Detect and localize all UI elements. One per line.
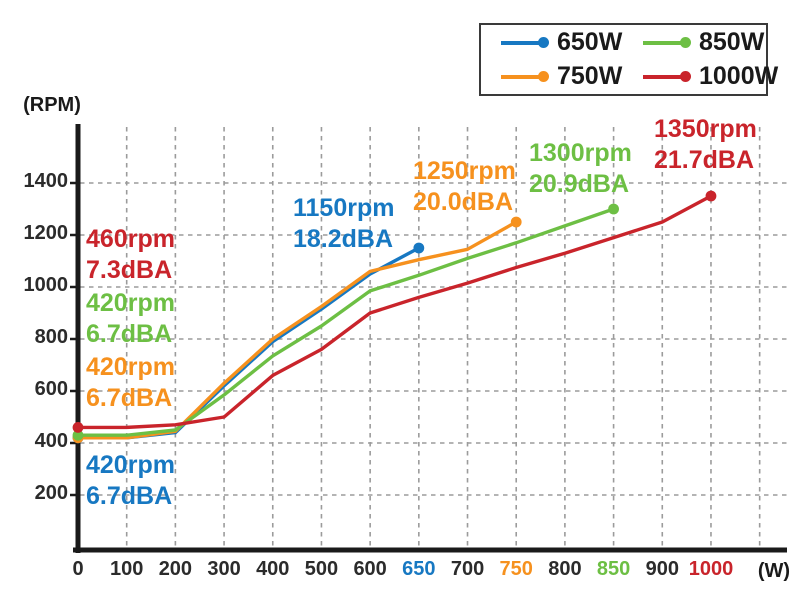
annotation-1000W-460rpm: 460rpm 7.3dBA [86,225,175,284]
x-tick-600: 600 [353,558,387,580]
x-tick-200: 200 [158,558,193,580]
annotation-650W-1150rpm: 1150rpm 18.2dBA [293,194,395,253]
legend-line-icon [501,37,549,48]
y-tick-1000: 1000 [23,274,69,296]
x-tick-100: 100 [110,558,144,580]
series-end-dot-750W [510,216,522,228]
x-tick-850: 850 [596,558,631,580]
series-end-dot-1000W [705,190,717,202]
legend-line-icon [501,71,549,82]
series-end-dot-850W [608,203,619,215]
x-axis-unit-label: (W) [757,560,791,582]
y-tick-1200: 1200 [23,222,69,244]
series-end-dot-650W [413,242,425,254]
series-line-850W [76,207,616,437]
y-tick-1400: 1400 [23,170,69,192]
x-tick-900: 900 [645,558,679,580]
x-tick-1000: 1000 [688,558,734,580]
series-start-dot-850W [72,429,84,441]
legend-label: 1000W [699,62,779,90]
series-line-1000W [76,194,713,430]
legend-item-1000W: 1000W [643,64,778,89]
legend-item-650W: 650W [501,30,643,55]
annotation-1000W-1350rpm: 1350rpm 21.7dBA [654,115,757,174]
series-line-750W [76,220,518,440]
y-tick-600: 600 [34,378,68,400]
y-tick-800: 800 [34,326,68,348]
x-tick-0: 0 [72,558,84,580]
annotation-850W-420rpm: 420rpm 6.7dBA [86,289,175,348]
legend: 650W 850W 750W 1000W [479,23,778,96]
annotation-850W-1300rpm: 1300rpm 20.9dBA [529,139,632,198]
series-start-dot-1000W [72,422,84,433]
legend-label: 650W [557,28,623,56]
annotation-750W-1250rpm: 1250rpm 20.0dBA [413,157,516,216]
legend-line-icon [643,37,691,48]
legend-label: 750W [557,62,623,90]
x-tick-500: 500 [304,558,339,580]
y-axis-unit-label: (RPM) [23,94,81,116]
x-tick-800: 800 [548,558,582,580]
legend-item-750W: 750W [501,64,643,89]
y-tick-400: 400 [34,430,68,452]
legend-line-icon [643,71,691,82]
annotation-750W-420rpm: 420rpm 6.7dBA [86,353,175,412]
legend-label: 850W [699,28,765,56]
x-tick-400: 400 [256,558,290,580]
x-tick-300: 300 [207,558,241,580]
x-tick-650: 650 [402,558,436,580]
x-tick-700: 700 [450,558,485,580]
y-tick-200: 200 [34,482,68,504]
annotation-650W-420rpm: 420rpm 6.7dBA [86,451,175,510]
x-tick-750: 750 [499,558,533,580]
legend-item-850W: 850W [643,30,778,55]
